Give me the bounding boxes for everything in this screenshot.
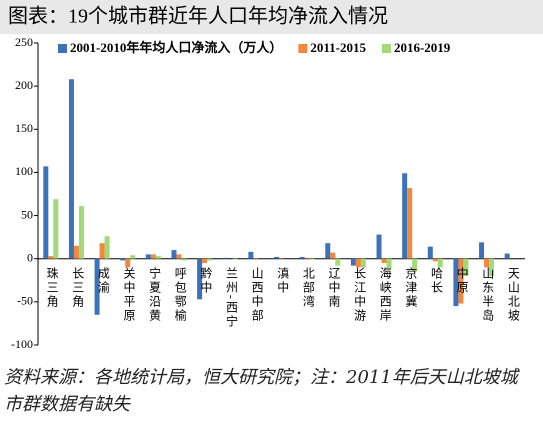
y-tick-label: 150 bbox=[15, 121, 33, 135]
y-tick-label: -100 bbox=[11, 337, 33, 351]
bar bbox=[53, 199, 59, 259]
bar bbox=[427, 246, 433, 259]
title-band bbox=[0, 0, 543, 34]
chart-title: 图表：19个城市群近年人口年均净流入情况 bbox=[8, 5, 388, 28]
legend-label: 2001-2010年年均人口净流入（万人） bbox=[70, 40, 282, 55]
legend-swatch bbox=[58, 44, 67, 53]
bar bbox=[402, 173, 408, 259]
bar bbox=[99, 243, 105, 259]
bar bbox=[489, 258, 495, 276]
bar bbox=[120, 258, 126, 261]
bar bbox=[207, 258, 213, 261]
x-tick-label: 珠三角 bbox=[45, 266, 59, 308]
source-note: 资料来源：各地统计局，恒大研究院；注：2011年后天山北坡城市群数据有缺失 bbox=[4, 367, 518, 415]
bar bbox=[463, 258, 469, 276]
bar bbox=[181, 258, 187, 261]
bar bbox=[43, 166, 49, 259]
bar bbox=[197, 258, 203, 300]
x-tick-label: 海峡西岸 bbox=[378, 265, 392, 322]
bar bbox=[325, 243, 331, 259]
x-tick-label: 京津冀 bbox=[404, 266, 418, 308]
bar bbox=[355, 258, 361, 268]
bar bbox=[437, 258, 443, 268]
bar bbox=[381, 258, 387, 264]
x-tick-label: 黔中 bbox=[199, 265, 213, 294]
bar bbox=[68, 79, 74, 259]
y-tick-label: 200 bbox=[15, 78, 33, 92]
bar bbox=[504, 253, 510, 259]
x-tick-label: 中原 bbox=[455, 265, 469, 294]
bar bbox=[176, 254, 182, 259]
bar bbox=[253, 258, 259, 260]
bar bbox=[248, 251, 254, 259]
y-tick-label: 50 bbox=[21, 207, 33, 221]
legend-label: 2016-2019 bbox=[394, 40, 451, 55]
x-tick-label: 长三角 bbox=[71, 266, 85, 308]
bar bbox=[274, 256, 279, 259]
x-tick-label: 哈长 bbox=[430, 266, 444, 294]
bar bbox=[386, 258, 392, 270]
bar bbox=[376, 234, 382, 259]
x-tick-label: 山东半岛 bbox=[481, 266, 495, 322]
y-tick-label: -50 bbox=[17, 294, 33, 308]
bar bbox=[150, 254, 156, 259]
y-tick-label: 100 bbox=[15, 164, 33, 178]
x-tick-label: 成渝 bbox=[96, 266, 110, 294]
bar bbox=[309, 258, 315, 260]
chart: 图表：19个城市群近年人口年均净流入情况 -100 -50 0 50 100 150 200… bbox=[0, 0, 543, 351]
bar bbox=[232, 258, 238, 260]
x-tick-label: 宁夏沿黄 bbox=[148, 265, 162, 322]
bar bbox=[335, 258, 341, 266]
y-tick-label: 250 bbox=[15, 35, 33, 49]
x-tick-label: 滇中 bbox=[276, 266, 290, 294]
legend-swatch bbox=[298, 44, 308, 53]
x-tick-label: 兰州-西宁 bbox=[224, 266, 238, 328]
x-tick-label: 山西中部 bbox=[250, 266, 264, 322]
bar bbox=[458, 258, 464, 304]
bar bbox=[360, 258, 366, 268]
bar bbox=[432, 258, 438, 262]
bar bbox=[125, 258, 131, 268]
bar bbox=[412, 258, 418, 272]
bar bbox=[202, 258, 208, 264]
legend-swatch bbox=[381, 44, 391, 53]
bar bbox=[330, 252, 336, 259]
x-tick-label: 北部湾 bbox=[301, 266, 315, 308]
bar bbox=[299, 256, 305, 259]
bar bbox=[94, 258, 100, 315]
bar bbox=[479, 242, 485, 259]
bar bbox=[171, 250, 177, 259]
x-tick-label: 辽中南 bbox=[327, 266, 341, 308]
bar bbox=[222, 257, 228, 259]
bar bbox=[407, 187, 413, 259]
bar bbox=[155, 256, 161, 259]
x-tick-label: 呼包鄂榆 bbox=[173, 266, 187, 322]
bar bbox=[145, 254, 151, 259]
bar bbox=[453, 258, 459, 307]
bar bbox=[104, 236, 110, 259]
y-tick-label: 0 bbox=[27, 250, 33, 264]
bar bbox=[279, 257, 284, 259]
x-tick-label: 关中平原 bbox=[122, 266, 136, 322]
bar bbox=[78, 206, 84, 259]
bar bbox=[484, 258, 490, 268]
x-tick-label: 长江中游 bbox=[353, 266, 367, 322]
bar bbox=[73, 245, 79, 259]
x-tick-label: 天山北坡 bbox=[506, 267, 520, 323]
bar bbox=[48, 256, 54, 259]
bar bbox=[304, 257, 310, 259]
bar bbox=[130, 255, 136, 259]
legend-label: 2011-2015 bbox=[310, 40, 366, 55]
bar bbox=[350, 258, 356, 266]
